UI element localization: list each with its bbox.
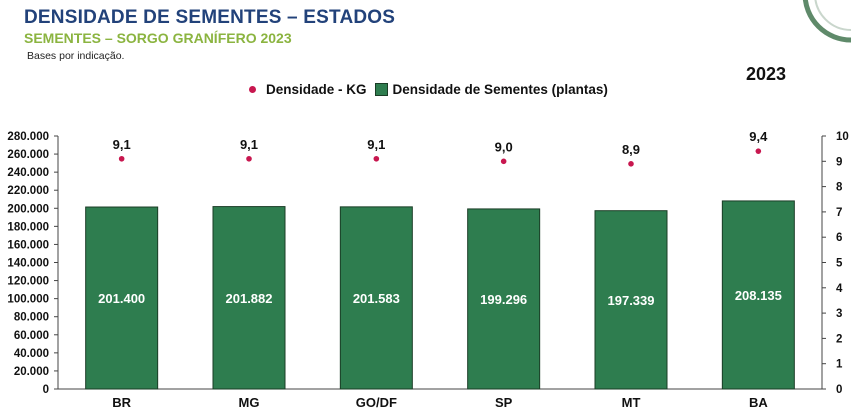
category-label: BR bbox=[112, 395, 131, 410]
bar bbox=[721, 200, 795, 390]
year-label: 2023 bbox=[746, 64, 787, 84]
density-kg-point bbox=[373, 155, 380, 162]
right-tick-label: 8 bbox=[836, 182, 843, 194]
right-tick-label: 7 bbox=[836, 207, 842, 219]
bar-value-label: 208.135 bbox=[735, 288, 782, 303]
density-kg-label: 8,9 bbox=[622, 142, 640, 157]
left-tick-label: 120.000 bbox=[7, 276, 49, 288]
right-tick-label: 0 bbox=[836, 384, 842, 396]
left-tick-label: 160.000 bbox=[7, 239, 49, 251]
corner-logo-arc bbox=[802, 0, 851, 43]
bar-value-label: 201.400 bbox=[98, 291, 145, 306]
density-kg-label: 9,1 bbox=[113, 137, 131, 152]
left-tick-label: 80.000 bbox=[14, 312, 49, 324]
density-kg-point bbox=[628, 161, 634, 167]
left-tick-label: 220.000 bbox=[7, 185, 49, 197]
left-tick-label: 140.000 bbox=[7, 258, 49, 270]
bases-note: Bases por indicação. bbox=[27, 50, 125, 62]
bar bbox=[339, 206, 413, 390]
bar bbox=[594, 210, 668, 390]
category-label: MT bbox=[622, 395, 641, 410]
bar bbox=[212, 206, 286, 390]
density-kg-point bbox=[500, 158, 507, 165]
bar bbox=[85, 206, 159, 390]
right-tick-label: 6 bbox=[836, 232, 842, 244]
density-kg-label: 9,4 bbox=[749, 129, 768, 144]
category-label: BA bbox=[749, 395, 768, 410]
chart-title: DENSIDADE DE SEMENTES – ESTADOS bbox=[24, 7, 396, 28]
legend-dot-marker bbox=[249, 86, 256, 93]
right-tick-label: 5 bbox=[836, 258, 843, 270]
right-tick-label: 3 bbox=[836, 308, 842, 320]
left-tick-label: 40.000 bbox=[14, 348, 49, 360]
left-tick-label: 180.000 bbox=[7, 221, 49, 233]
left-tick-label: 280.000 bbox=[7, 131, 49, 143]
legend-density-kg: Densidade - KG bbox=[266, 82, 367, 97]
density-kg-point bbox=[246, 155, 252, 162]
category-label: MG bbox=[239, 395, 260, 410]
bar-value-label: 201.583 bbox=[353, 291, 400, 306]
right-tick-label: 10 bbox=[836, 131, 849, 143]
density-kg-label: 9,1 bbox=[367, 137, 385, 152]
left-tick-label: 200.000 bbox=[7, 203, 49, 215]
density-kg-point bbox=[755, 148, 762, 154]
chart-subtitle: SEMENTES – SORGO GRANÍFERO 2023 bbox=[24, 30, 292, 46]
left-tick-label: 240.000 bbox=[7, 167, 49, 179]
left-tick-label: 100.000 bbox=[7, 294, 49, 306]
category-label: SP bbox=[495, 395, 513, 410]
density-kg-point bbox=[118, 155, 125, 162]
right-tick-label: 9 bbox=[836, 156, 842, 168]
bar-value-label: 201.882 bbox=[226, 291, 273, 306]
left-tick-label: 60.000 bbox=[14, 330, 49, 342]
right-tick-label: 1 bbox=[836, 359, 843, 371]
density-kg-label: 9,0 bbox=[495, 139, 513, 154]
left-tick-label: 20.000 bbox=[14, 366, 49, 378]
bar bbox=[467, 208, 541, 390]
left-tick-label: 0 bbox=[43, 384, 49, 396]
right-tick-label: 4 bbox=[836, 283, 843, 295]
density-kg-label: 9,1 bbox=[240, 137, 258, 152]
right-tick-label: 2 bbox=[836, 333, 842, 345]
left-tick-label: 260.000 bbox=[7, 149, 49, 161]
bar-value-label: 199.296 bbox=[480, 292, 527, 307]
legend-density-plants: Densidade de Sementes (plantas) bbox=[392, 82, 608, 97]
category-label: GO/DF bbox=[356, 395, 397, 410]
legend: Densidade - KG Densidade de Sementes (pl… bbox=[249, 82, 608, 97]
bar-value-label: 197.339 bbox=[608, 293, 655, 308]
legend-bar-swatch bbox=[374, 83, 388, 96]
